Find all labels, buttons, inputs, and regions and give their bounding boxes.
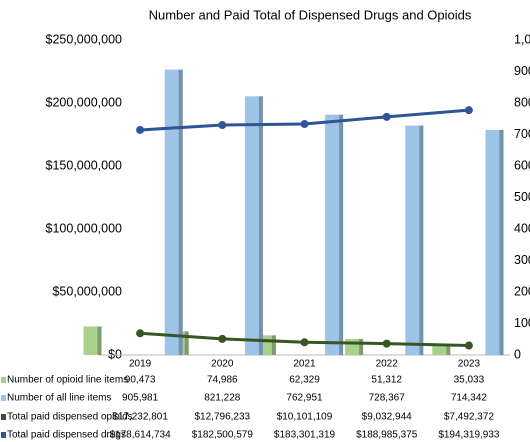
line-marker (300, 338, 309, 347)
y2-tick-label: 600,000 (514, 158, 530, 172)
table-cell: $178,614,734 (110, 430, 172, 441)
x-tick-label: 2020 (211, 359, 234, 370)
line-marker (300, 120, 309, 129)
bar-side (271, 335, 276, 355)
line-marker (382, 339, 391, 348)
table-cell: 35,033 (454, 375, 485, 386)
line-marker (136, 329, 145, 338)
bar-side (359, 338, 364, 355)
y-tick-label: $250,000,000 (46, 32, 123, 46)
line-marker (464, 341, 473, 350)
bar (244, 96, 263, 356)
table-cell: $188,985,375 (356, 430, 418, 441)
legend-label: Total paid dispensed opioids (7, 412, 133, 423)
legend-key (1, 432, 6, 438)
table-cell: 821,228 (204, 393, 241, 404)
y2-tick-label: 200,000 (514, 284, 530, 298)
bar (325, 114, 344, 355)
bar (405, 125, 424, 355)
legend-key (1, 414, 6, 420)
bar-side (419, 125, 424, 355)
table-cell: 74,986 (207, 375, 238, 386)
bar (83, 326, 102, 355)
table-cell: $183,301,319 (274, 430, 336, 441)
y-tick-label: $150,000,000 (46, 158, 123, 172)
x-tick-label: 2022 (376, 359, 399, 370)
table-cell: $12,796,233 (194, 412, 250, 423)
y2-tick-label: 400,000 (514, 221, 530, 235)
y-tick-label: $200,000,000 (46, 95, 123, 109)
table-cell: $10,101,109 (277, 412, 333, 423)
bar-side (339, 114, 344, 355)
y-tick-label: $50,000,000 (52, 284, 122, 298)
table-cell: 90,473 (125, 375, 156, 386)
table-cell: $17,232,801 (112, 412, 168, 423)
y2-tick-label: 900,000 (514, 64, 530, 78)
line-marker (382, 112, 391, 121)
x-tick-label: 2023 (458, 359, 481, 370)
y2-tick-label: 1,000,000 (514, 32, 530, 46)
bar-side (97, 326, 102, 355)
bar-side (499, 129, 504, 355)
table-cell: $7,492,372 (444, 412, 494, 423)
y-tick-label: $100,000,000 (46, 221, 123, 235)
bar (432, 343, 451, 355)
line-marker (218, 121, 227, 130)
y2-tick-label: 500,000 (514, 190, 530, 204)
y2-tick-label: 800,000 (514, 95, 530, 109)
y-tick-label: $0 (108, 347, 122, 361)
x-tick-label: 2019 (129, 359, 152, 370)
chart-title: Number and Paid Total of Dispensed Drugs… (149, 7, 472, 22)
table-cell: $194,319,933 (438, 430, 500, 441)
y2-tick-label: 300,000 (514, 253, 530, 267)
table-cell: 62,329 (289, 375, 320, 386)
table-cell: $9,032,944 (362, 412, 412, 423)
bar-side (178, 69, 183, 356)
table-cell: 762,951 (286, 393, 323, 404)
table-cell: $182,500,579 (192, 430, 254, 441)
bar (164, 69, 183, 356)
y2-tick-label: 0 (514, 347, 521, 361)
bar-side (446, 343, 451, 355)
x-tick-label: 2021 (293, 359, 316, 370)
bar-side (258, 96, 263, 356)
bar (485, 129, 504, 355)
legend-label: Number of opioid line items (7, 375, 128, 386)
legend-label: Number of all line items (7, 393, 111, 404)
line-marker (218, 334, 227, 343)
legend-label: Total paid dispensed drugs (7, 430, 126, 441)
table-cell: 714,342 (451, 393, 488, 404)
legend-key (1, 395, 6, 401)
table-cell: 51,312 (371, 375, 402, 386)
y2-tick-label: 100,000 (514, 316, 530, 330)
y2-tick-label: 700,000 (514, 127, 530, 141)
line-marker (136, 125, 145, 134)
table-cell: 905,981 (122, 393, 159, 404)
table-cell: 728,367 (369, 393, 406, 404)
bar-side (184, 331, 189, 355)
legend-key (1, 377, 6, 383)
line-marker (464, 106, 473, 115)
